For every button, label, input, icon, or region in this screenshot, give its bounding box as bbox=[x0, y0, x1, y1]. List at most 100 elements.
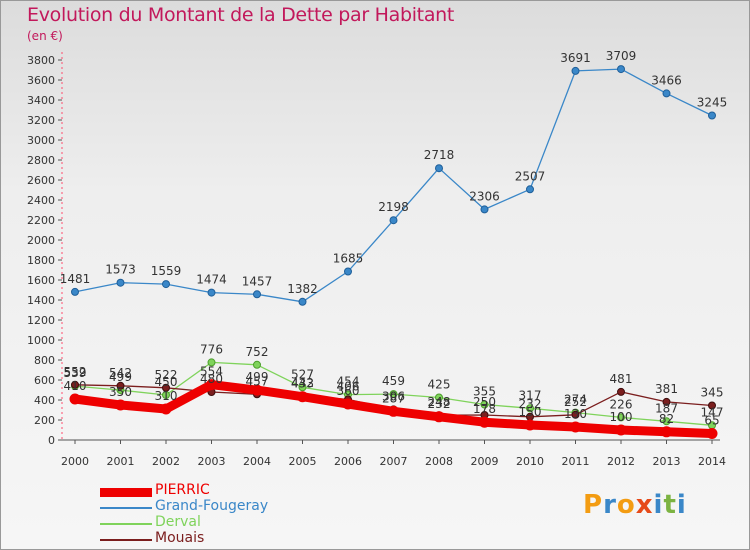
data-label-mouais: 250 bbox=[473, 395, 496, 409]
legend-swatch bbox=[100, 507, 152, 509]
y-tick-label: 200 bbox=[34, 414, 55, 427]
data-label-pierric: 82 bbox=[659, 412, 674, 426]
legend-label: Grand-Fougeray bbox=[155, 498, 269, 514]
data-point-pierric bbox=[524, 419, 536, 431]
data-label-mouais: 457 bbox=[246, 374, 269, 388]
x-tick-label: 2013 bbox=[653, 455, 681, 468]
data-point-grand-fougeray bbox=[435, 164, 443, 173]
data-point-grand-fougeray bbox=[207, 288, 216, 297]
x-tick-label: 2006 bbox=[334, 455, 362, 468]
legend-swatch bbox=[100, 523, 152, 525]
data-point-derval bbox=[298, 383, 307, 392]
data-label-derval: 539 bbox=[64, 366, 87, 380]
data-point-pierric bbox=[615, 424, 627, 436]
data-label-mouais: 480 bbox=[200, 372, 223, 386]
logo-letter: t bbox=[663, 490, 677, 520]
data-point-pierric bbox=[388, 405, 399, 417]
data-label-pierric: 554 bbox=[200, 365, 223, 379]
data-label-derval: 425 bbox=[428, 378, 451, 392]
data-label-pierric: 65 bbox=[704, 414, 719, 428]
data-label-mouais: 248 bbox=[428, 395, 451, 409]
data-point-grand-fougeray bbox=[526, 185, 534, 194]
data-point-pierric bbox=[570, 421, 581, 433]
data-point-pierric bbox=[297, 391, 308, 403]
data-point-grand-fougeray bbox=[162, 280, 170, 289]
data-point-mouais bbox=[571, 410, 580, 419]
data-point-pierric bbox=[706, 428, 718, 439]
x-tick-label: 2003 bbox=[198, 455, 226, 468]
data-label-grand-fougeray: 2718 bbox=[424, 148, 455, 162]
data-label-derval: 226 bbox=[610, 397, 633, 411]
data-point-pierric bbox=[251, 384, 263, 396]
legend-label: PIERRIC bbox=[155, 482, 210, 498]
data-label-mouais: 252 bbox=[564, 395, 587, 409]
y-tick-label: 3200 bbox=[27, 114, 55, 127]
data-point-mouais bbox=[116, 381, 125, 390]
data-point-grand-fougeray bbox=[571, 66, 580, 75]
data-label-mouais: 542 bbox=[109, 366, 132, 380]
data-label-mouais: 552 bbox=[64, 365, 87, 379]
data-label-derval: 355 bbox=[473, 385, 496, 399]
x-tick-label: 2009 bbox=[471, 455, 499, 468]
data-label-grand-fougeray: 2507 bbox=[515, 169, 546, 183]
data-point-derval bbox=[526, 404, 534, 413]
data-point-derval bbox=[662, 417, 671, 426]
data-label-pierric: 100 bbox=[610, 410, 633, 424]
x-tick-label: 2014 bbox=[698, 455, 726, 468]
data-point-grand-fougeray bbox=[344, 267, 352, 276]
data-label-grand-fougeray: 3709 bbox=[606, 49, 637, 63]
data-point-mouais bbox=[71, 380, 79, 389]
x-tick-label: 2001 bbox=[107, 455, 135, 468]
data-label-grand-fougeray: 2198 bbox=[378, 200, 409, 214]
y-tick-label: 1600 bbox=[27, 274, 55, 287]
data-point-derval bbox=[389, 390, 398, 399]
logo-letter: x bbox=[635, 490, 654, 520]
data-point-grand-fougeray bbox=[480, 205, 489, 214]
data-point-grand-fougeray bbox=[662, 89, 671, 98]
data-label-mouais: 481 bbox=[610, 372, 633, 386]
data-point-grand-fougeray bbox=[298, 297, 307, 306]
y-tick-label: 3400 bbox=[27, 94, 55, 107]
data-label-derval: 776 bbox=[200, 342, 223, 356]
data-label-grand-fougeray: 1685 bbox=[333, 252, 364, 266]
data-label-grand-fougeray: 3245 bbox=[697, 96, 728, 110]
legend-swatch bbox=[100, 539, 152, 541]
x-tick-label: 2012 bbox=[607, 455, 635, 468]
data-label-grand-fougeray: 1559 bbox=[151, 264, 182, 278]
data-label-mouais: 381 bbox=[655, 382, 678, 396]
data-point-derval bbox=[617, 413, 625, 422]
data-point-pierric bbox=[160, 403, 172, 415]
x-tick-label: 2007 bbox=[380, 455, 408, 468]
data-point-pierric bbox=[479, 416, 490, 428]
data-label-grand-fougeray: 1474 bbox=[196, 273, 227, 287]
data-label-mouais: 442 bbox=[291, 376, 314, 390]
data-label-pierric: 360 bbox=[337, 384, 360, 398]
data-point-grand-fougeray bbox=[71, 287, 79, 296]
y-tick-label: 3600 bbox=[27, 74, 55, 87]
y-tick-label: 2800 bbox=[27, 154, 55, 167]
y-tick-label: 2200 bbox=[27, 214, 55, 227]
y-tick-label: 0 bbox=[48, 434, 55, 447]
data-label-mouais: 345 bbox=[701, 386, 724, 400]
x-tick-label: 2008 bbox=[425, 455, 453, 468]
data-label-derval: 147 bbox=[701, 405, 724, 419]
data-point-grand-fougeray bbox=[253, 290, 261, 299]
proxiti-logo: Proxiti bbox=[583, 490, 687, 520]
data-label-derval: 450 bbox=[155, 375, 178, 389]
data-point-grand-fougeray bbox=[617, 65, 625, 74]
data-point-pierric bbox=[69, 393, 81, 405]
data-point-derval bbox=[435, 393, 443, 402]
y-tick-label: 2400 bbox=[27, 194, 55, 207]
data-point-mouais bbox=[162, 383, 170, 392]
data-label-derval: 499 bbox=[109, 370, 132, 384]
x-tick-label: 2005 bbox=[289, 455, 317, 468]
y-tick-label: 1200 bbox=[27, 314, 55, 327]
y-tick-label: 600 bbox=[34, 374, 55, 387]
x-tick-label: 2002 bbox=[152, 455, 180, 468]
x-tick-label: 2004 bbox=[243, 455, 271, 468]
data-label-derval: 317 bbox=[519, 388, 542, 402]
y-tick-label: 1800 bbox=[27, 254, 55, 267]
data-point-pierric bbox=[661, 426, 672, 438]
data-point-derval bbox=[207, 358, 216, 367]
logo-letter: o bbox=[616, 490, 636, 520]
